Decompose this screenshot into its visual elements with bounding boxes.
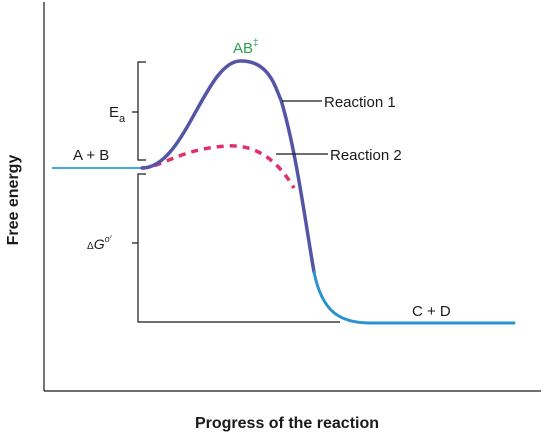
reactants-label: A + B [73,147,109,164]
reaction-1-label: Reaction 1 [324,94,396,111]
x-axis-label: Progress of the reaction [195,415,379,432]
transition-state-label: AB‡ [233,38,259,57]
reaction-2-curve [141,144,296,189]
reaction-2-label: Reaction 2 [330,147,402,164]
y-axis-label: Free energy [5,155,22,246]
ea-bracket [132,61,146,161]
delta-g-bracket [132,173,146,323]
products-label: C + D [412,303,451,320]
product-curve [312,270,516,325]
activation-energy-label: Ea [109,104,126,125]
reaction-1-curve [140,59,316,274]
delta-g-label: ΔGo′ [87,234,112,252]
